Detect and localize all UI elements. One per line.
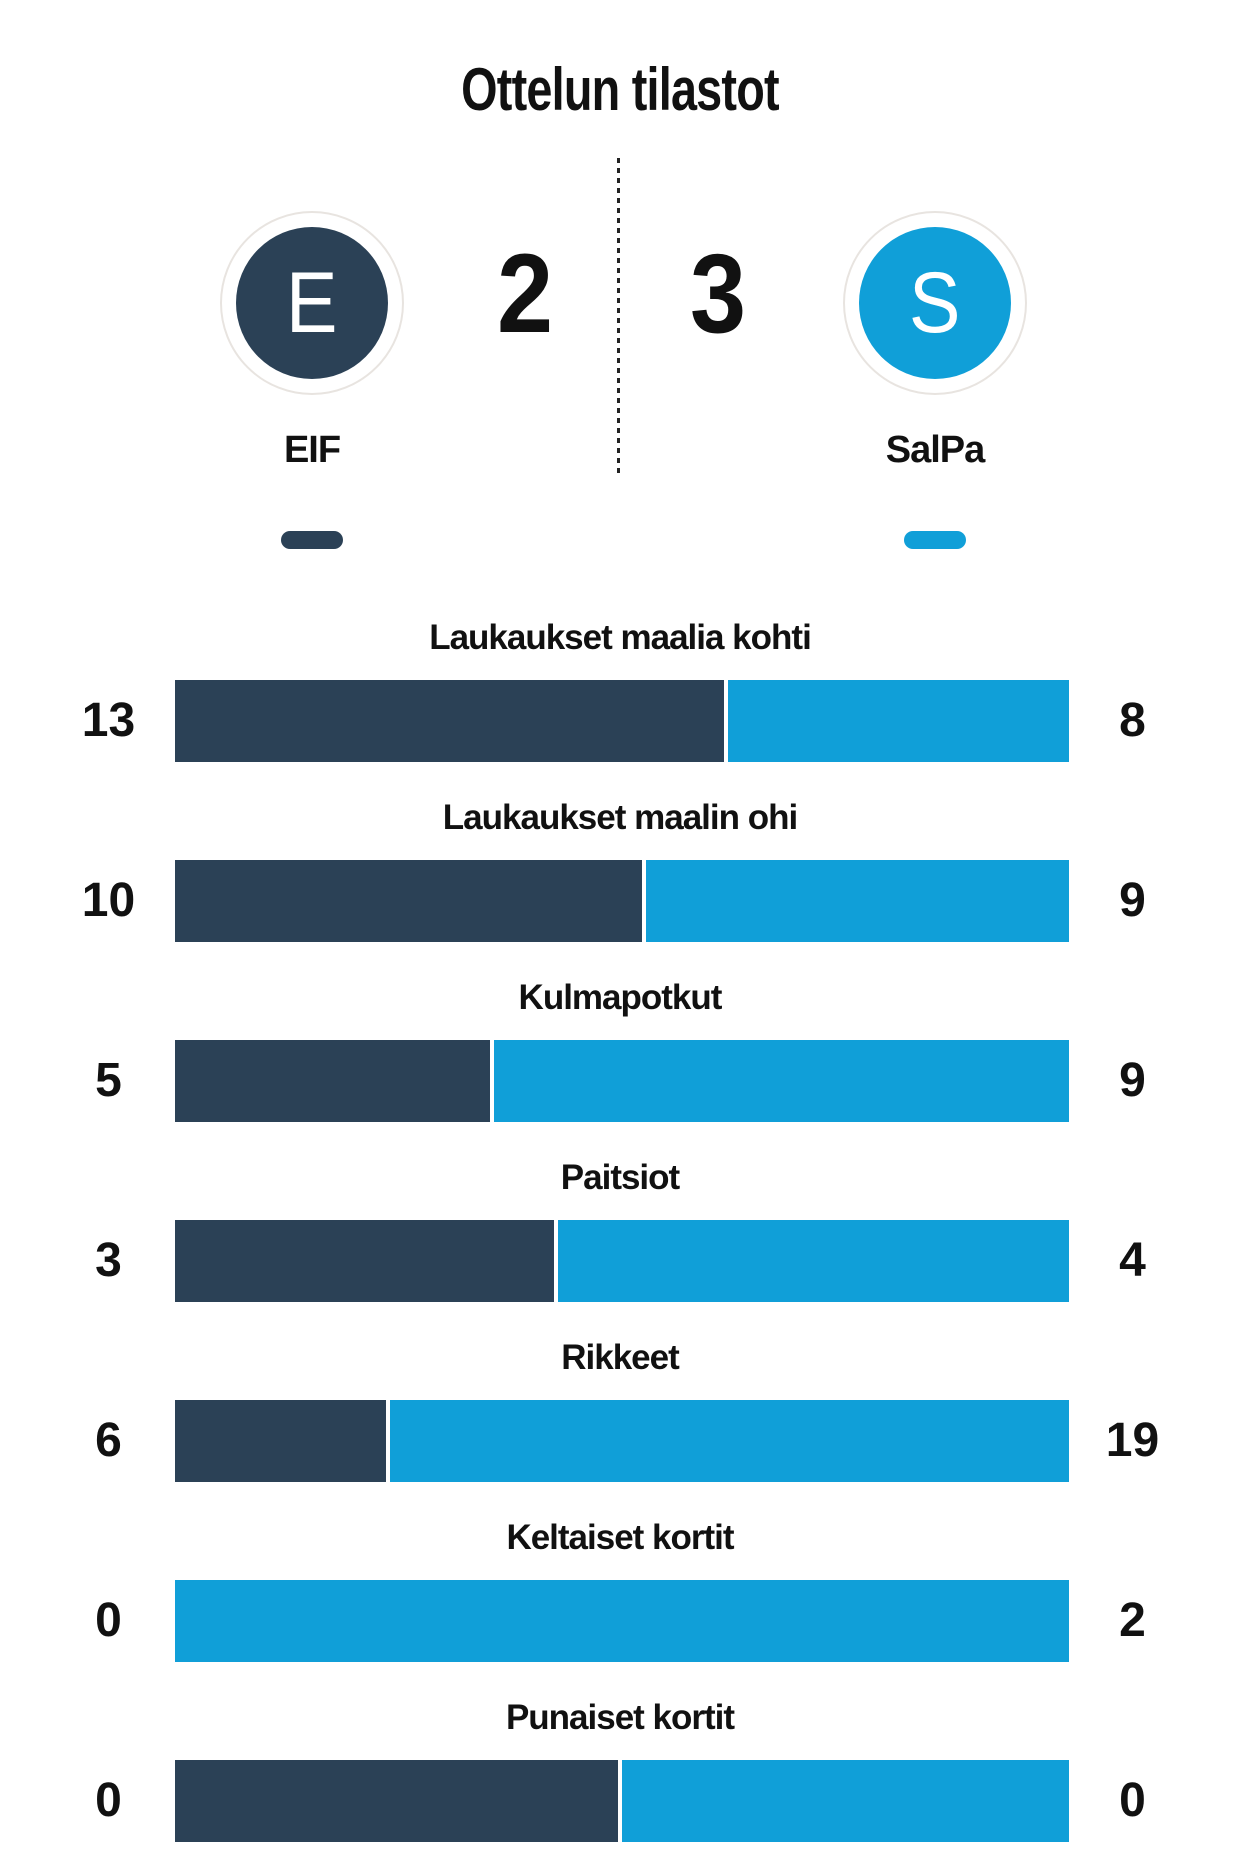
stat-bar	[175, 1760, 1069, 1842]
stat-bar-row: 6 19	[0, 1400, 1240, 1482]
home-color-swatch	[281, 531, 343, 549]
stat-bar	[175, 1580, 1069, 1662]
home-value: 5	[95, 1054, 122, 1107]
away-value: 19	[1105, 1414, 1160, 1467]
home-bar-segment	[175, 1400, 390, 1482]
stat-bar	[175, 680, 1069, 762]
stat-label: Punaiset kortit	[505, 1698, 735, 1737]
away-value: 8	[1119, 694, 1146, 747]
stat-section: Punaiset kortit 0 0	[0, 1698, 1240, 1860]
away-team-badge: S	[843, 211, 1027, 395]
away-score: 3	[689, 231, 747, 356]
stat-bar	[175, 860, 1069, 942]
home-team-initial: E	[286, 255, 338, 351]
home-value: 10	[81, 874, 136, 927]
stats-list: Laukaukset maalia kohti 13 8 Laukaukset …	[0, 618, 1240, 1860]
away-value: 9	[1119, 874, 1146, 927]
away-bar-segment	[645, 860, 1069, 942]
away-bar-segment	[389, 1400, 1069, 1482]
home-value: 13	[81, 694, 136, 747]
stat-bar-row: 0 0	[0, 1760, 1240, 1842]
page-title: Ottelun tilastot	[461, 56, 779, 123]
home-bar-segment	[175, 1040, 495, 1122]
away-team-circle: S	[859, 227, 1011, 379]
stat-bar	[175, 1400, 1069, 1482]
home-team-name: EIF	[283, 429, 341, 471]
stat-section: Rikkeet 6 19	[0, 1338, 1240, 1518]
stat-bar-row: 3 4	[0, 1220, 1240, 1302]
stat-section: Paitsiot 3 4	[0, 1158, 1240, 1338]
stat-section: Laukaukset maalia kohti 13 8	[0, 618, 1240, 798]
away-value: 9	[1119, 1054, 1146, 1107]
home-value: 0	[95, 1774, 122, 1827]
home-value: 3	[95, 1234, 122, 1287]
away-color-swatch	[904, 531, 966, 549]
home-value: 6	[95, 1414, 122, 1467]
stat-bar-row: 5 9	[0, 1040, 1240, 1122]
stat-label: Laukaukset maalia kohti	[429, 618, 812, 657]
stat-bar-row: 13 8	[0, 680, 1240, 762]
stat-label: Paitsiot	[560, 1158, 680, 1197]
stat-label: Kulmapotkut	[518, 978, 723, 1017]
stat-section: Keltaiset kortit 0 2	[0, 1518, 1240, 1698]
home-bar-segment	[175, 680, 729, 762]
away-team-initial: S	[909, 255, 961, 351]
away-team-name: SalPa	[885, 429, 986, 471]
stat-section: Laukaukset maalin ohi 10 9	[0, 798, 1240, 978]
stat-bar	[175, 1040, 1069, 1122]
away-bar-segment	[494, 1040, 1069, 1122]
stat-section: Kulmapotkut 5 9	[0, 978, 1240, 1158]
home-bar-segment	[175, 1760, 622, 1842]
away-bar-segment	[728, 680, 1069, 762]
home-score: 2	[496, 231, 554, 356]
stat-label: Rikkeet	[561, 1338, 680, 1377]
away-value: 4	[1119, 1234, 1146, 1287]
away-bar-segment	[558, 1220, 1069, 1302]
away-bar-segment	[175, 1580, 1069, 1662]
home-value: 0	[95, 1594, 122, 1647]
home-bar-segment	[175, 860, 646, 942]
away-value: 2	[1119, 1594, 1146, 1647]
stat-label: Laukaukset maalin ohi	[442, 798, 798, 837]
stat-bar-row: 0 2	[0, 1580, 1240, 1662]
home-team-badge: E	[220, 211, 404, 395]
center-dashed-divider	[617, 158, 620, 476]
home-bar-segment	[175, 1220, 559, 1302]
home-team-circle: E	[236, 227, 388, 379]
stat-label: Keltaiset kortit	[506, 1518, 734, 1557]
away-value: 0	[1119, 1774, 1146, 1827]
stat-bar-row: 10 9	[0, 860, 1240, 942]
away-bar-segment	[622, 1760, 1069, 1842]
stat-bar	[175, 1220, 1069, 1302]
